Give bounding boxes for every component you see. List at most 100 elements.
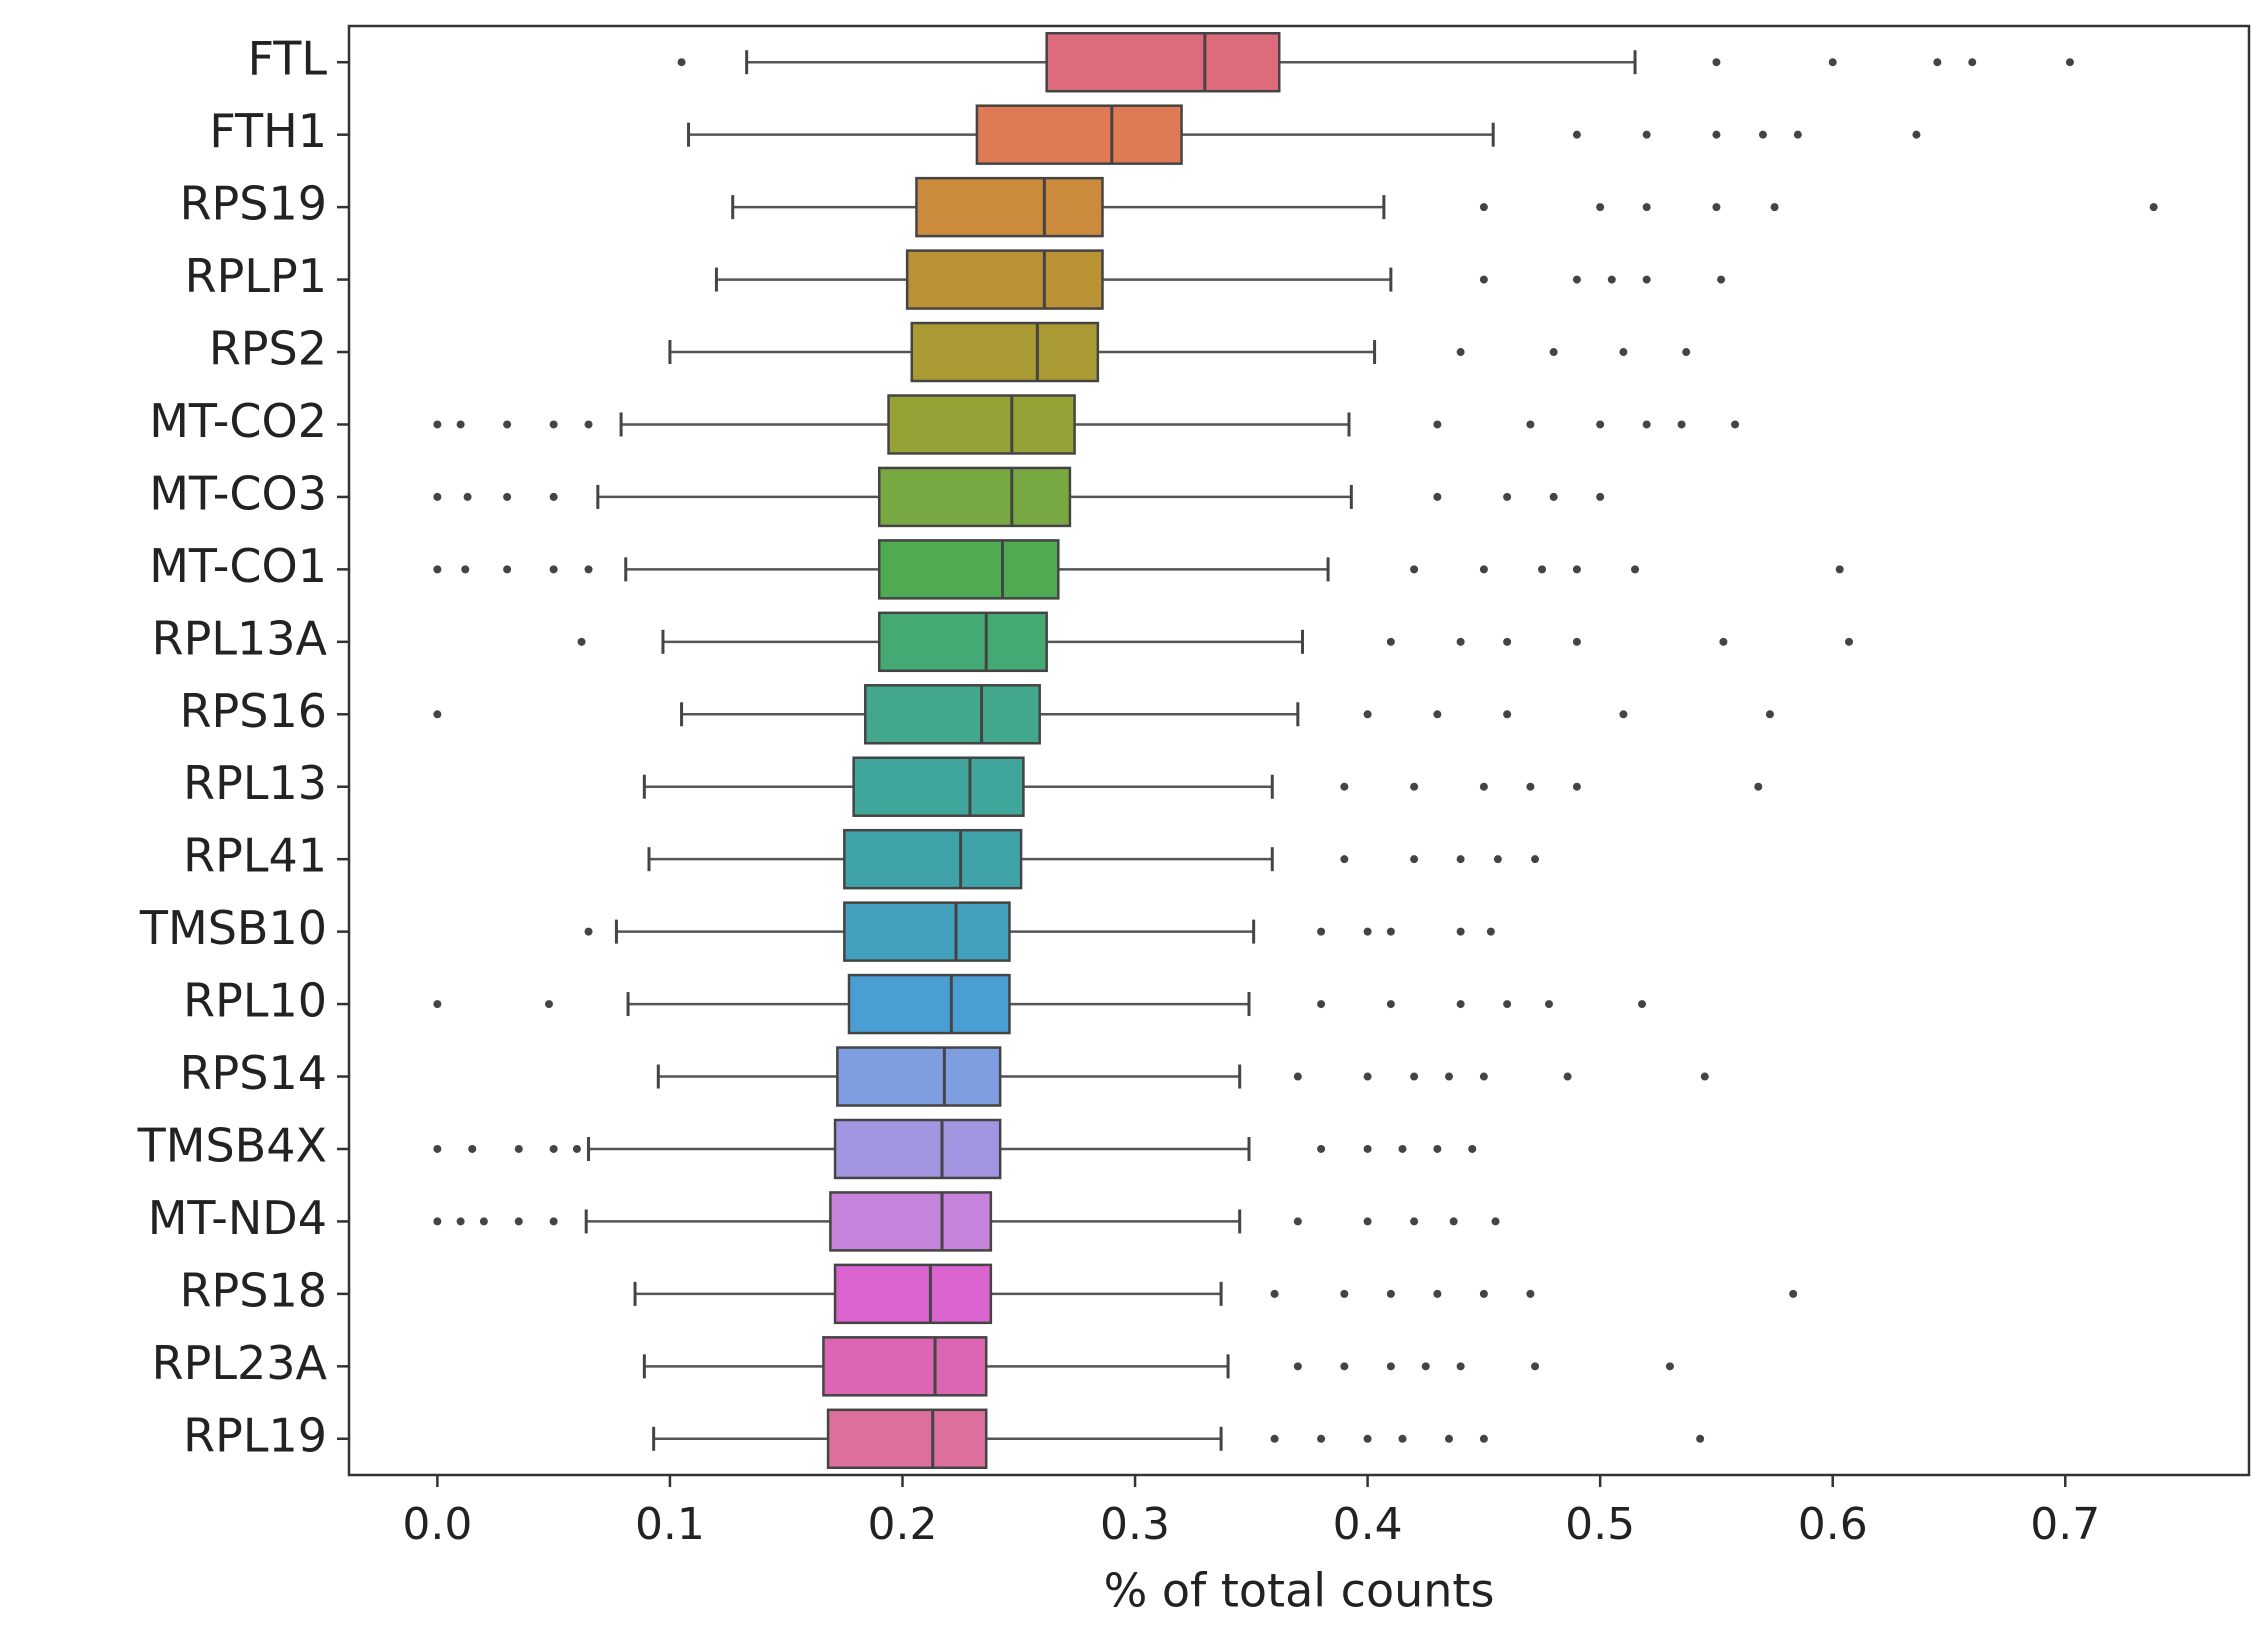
outlier: [1410, 565, 1419, 574]
outlier: [1479, 275, 1488, 284]
box: [836, 1046, 1002, 1107]
y-tick-label: TMSB4X: [137, 1118, 327, 1172]
outlier: [1479, 203, 1488, 212]
outlier: [1731, 420, 1740, 429]
box: [826, 1408, 988, 1470]
outlier: [1398, 1434, 1407, 1443]
outlier: [677, 58, 686, 67]
outlier: [433, 1217, 442, 1226]
outlier: [1317, 927, 1326, 936]
box: [847, 973, 1011, 1035]
outlier: [1410, 855, 1419, 864]
x-tick-label: 0.5: [1565, 1499, 1635, 1550]
x-tick-label: 0.2: [867, 1499, 937, 1550]
outlier: [433, 492, 442, 501]
outlier: [1491, 1217, 1500, 1226]
y-tick-label: MT-CO3: [149, 466, 327, 520]
outlier: [1410, 1217, 1419, 1226]
y-tick-label: RPS19: [180, 177, 327, 231]
outlier: [1758, 130, 1767, 139]
outlier: [1572, 637, 1581, 646]
outlier: [1538, 565, 1547, 574]
outlier: [1712, 203, 1721, 212]
outlier: [1765, 710, 1774, 719]
y-tick-label: RPL10: [183, 974, 327, 1028]
outlier: [1545, 1000, 1553, 1009]
outlier: [1677, 420, 1686, 429]
box: [829, 1191, 993, 1252]
outlier: [572, 1144, 581, 1153]
outlier: [1456, 927, 1465, 936]
outlier: [1340, 1362, 1349, 1371]
outlier: [1503, 492, 1512, 501]
outlier: [1700, 1072, 1709, 1081]
outlier: [1503, 637, 1512, 646]
outlier: [1386, 637, 1395, 646]
x-axis-label: % of total counts: [1104, 1564, 1495, 1618]
outlier: [549, 565, 558, 574]
outlier: [1665, 1362, 1674, 1371]
box: [864, 684, 1041, 745]
box: [843, 828, 1023, 890]
box: [1045, 31, 1281, 93]
outlier: [577, 637, 586, 646]
outlier: [549, 420, 558, 429]
outlier: [1503, 1000, 1512, 1009]
outlier: [1317, 1000, 1326, 1009]
outlier: [549, 1144, 558, 1153]
y-tick-label: FTH1: [209, 104, 327, 158]
y-tick-label: MT-CO2: [149, 394, 327, 448]
outlier: [1638, 1000, 1647, 1009]
outlier: [2149, 203, 2158, 212]
outlier: [1449, 1217, 1458, 1226]
outlier: [1828, 58, 1837, 67]
x-tick-label: 0.1: [635, 1499, 705, 1550]
outlier: [433, 420, 442, 429]
outlier: [1696, 1434, 1705, 1443]
outlier: [1456, 637, 1465, 646]
outlier: [1503, 710, 1512, 719]
outlier: [1479, 782, 1488, 791]
outlier: [1563, 1072, 1572, 1081]
outlier: [1445, 1434, 1453, 1443]
outlier: [2065, 58, 2074, 67]
outlier: [503, 420, 512, 429]
outlier: [1386, 1362, 1395, 1371]
outlier: [1912, 130, 1921, 139]
outlier: [1642, 275, 1651, 284]
outlier: [1754, 782, 1763, 791]
outlier: [1770, 203, 1779, 212]
outlier: [1493, 855, 1502, 864]
outlier: [584, 565, 593, 574]
outlier: [584, 420, 593, 429]
outlier: [1526, 782, 1535, 791]
outlier: [1712, 58, 1721, 67]
outlier: [1363, 1217, 1372, 1226]
outlier: [1572, 565, 1581, 574]
outlier: [1619, 710, 1628, 719]
y-tick-label: TMSB10: [139, 901, 327, 955]
box: [833, 1263, 993, 1325]
outlier: [1572, 130, 1581, 139]
outlier: [1933, 58, 1942, 67]
outlier: [1642, 130, 1651, 139]
outlier: [549, 492, 558, 501]
outlier: [1531, 855, 1540, 864]
outlier: [433, 1000, 442, 1009]
box: [877, 466, 1072, 528]
outlier: [1398, 1144, 1407, 1153]
outlier: [1363, 710, 1372, 719]
outlier: [1619, 348, 1628, 357]
outlier: [1486, 927, 1495, 936]
outlier: [1479, 1072, 1488, 1081]
outlier: [456, 420, 465, 429]
x-tick-label: 0.6: [1798, 1499, 1868, 1550]
outlier: [468, 1144, 477, 1153]
outlier: [503, 492, 512, 501]
outlier: [1549, 492, 1558, 501]
box: [887, 394, 1076, 455]
outlier: [1596, 203, 1605, 212]
outlier: [1456, 1362, 1465, 1371]
outlier: [1410, 782, 1419, 791]
